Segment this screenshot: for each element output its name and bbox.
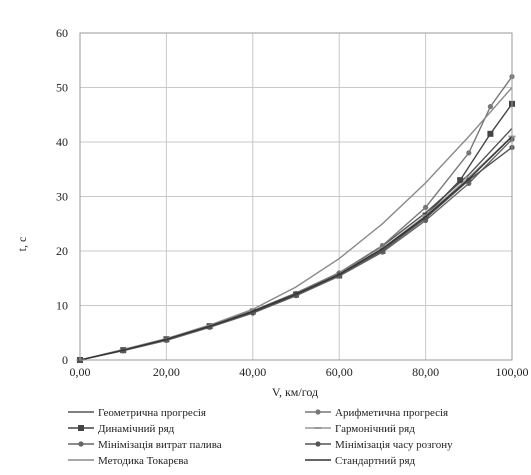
legend-item: Мінімізація часу розгону bbox=[305, 439, 453, 451]
axes: 0 10 20 30 40 50 60 0,00 20,00 40,00 60,00 80,00 100… bbox=[56, 26, 529, 379]
legend-item: Методика Токарєва bbox=[68, 455, 188, 467]
y-tick-label: 20 bbox=[56, 244, 68, 258]
data-point bbox=[487, 130, 494, 137]
data-point bbox=[315, 409, 321, 415]
legend-label: Методика Токарєва bbox=[98, 455, 188, 467]
data-point bbox=[423, 204, 429, 210]
y-axis-title: t, c bbox=[15, 237, 29, 252]
legend-item: Геометрична прогресія bbox=[68, 407, 206, 419]
series-group bbox=[76, 74, 516, 363]
series-8 bbox=[79, 136, 513, 361]
legend-item: Арифметична прогресія bbox=[305, 407, 448, 419]
legend-label: Геометрична прогресія bbox=[98, 407, 206, 419]
legend-label: Мінімізація витрат палива bbox=[98, 439, 222, 451]
x-tick-label: 0,00 bbox=[70, 365, 91, 379]
legend-label: Динамічний ряд bbox=[98, 423, 175, 435]
legend-label: Мінімізація часу розгону bbox=[335, 439, 453, 451]
plot-area-frame bbox=[79, 32, 513, 361]
legend-item: Гармонічний ряд bbox=[305, 423, 415, 435]
x-tick-label: 60,00 bbox=[326, 365, 353, 379]
legend-item: Мінімізація витрат палива bbox=[68, 439, 222, 451]
legend-label: Стандартний ряд bbox=[335, 455, 416, 467]
y-tick-label: 30 bbox=[56, 190, 68, 204]
data-point bbox=[457, 177, 464, 184]
x-tick-label: 100,00 bbox=[496, 365, 529, 379]
y-tick-label: 40 bbox=[56, 135, 68, 149]
series-line bbox=[79, 136, 513, 361]
legend: Геометрична прогресія Арифметична прогрес… bbox=[68, 407, 453, 467]
y-tick-label: 0 bbox=[62, 353, 68, 367]
legend-item: Динамічний ряд bbox=[68, 423, 175, 435]
data-point bbox=[466, 150, 472, 156]
x-tick-label: 40,00 bbox=[239, 365, 266, 379]
x-axis-title: V, км/год bbox=[272, 385, 318, 399]
data-point bbox=[78, 425, 84, 431]
x-tick-label: 20,00 bbox=[153, 365, 180, 379]
data-point bbox=[315, 441, 321, 447]
data-point bbox=[487, 103, 493, 110]
legend-item: Стандартний ряд bbox=[305, 455, 416, 467]
y-tick-label: 50 bbox=[56, 81, 68, 95]
y-tick-label: 60 bbox=[56, 26, 68, 40]
legend-label: Арифметична прогресія bbox=[335, 407, 448, 419]
x-tick-label: 80,00 bbox=[412, 365, 439, 379]
legend-label: Гармонічний ряд bbox=[335, 423, 415, 435]
data-point bbox=[78, 441, 84, 447]
data-point bbox=[466, 177, 472, 183]
y-tick-label: 10 bbox=[56, 299, 68, 313]
